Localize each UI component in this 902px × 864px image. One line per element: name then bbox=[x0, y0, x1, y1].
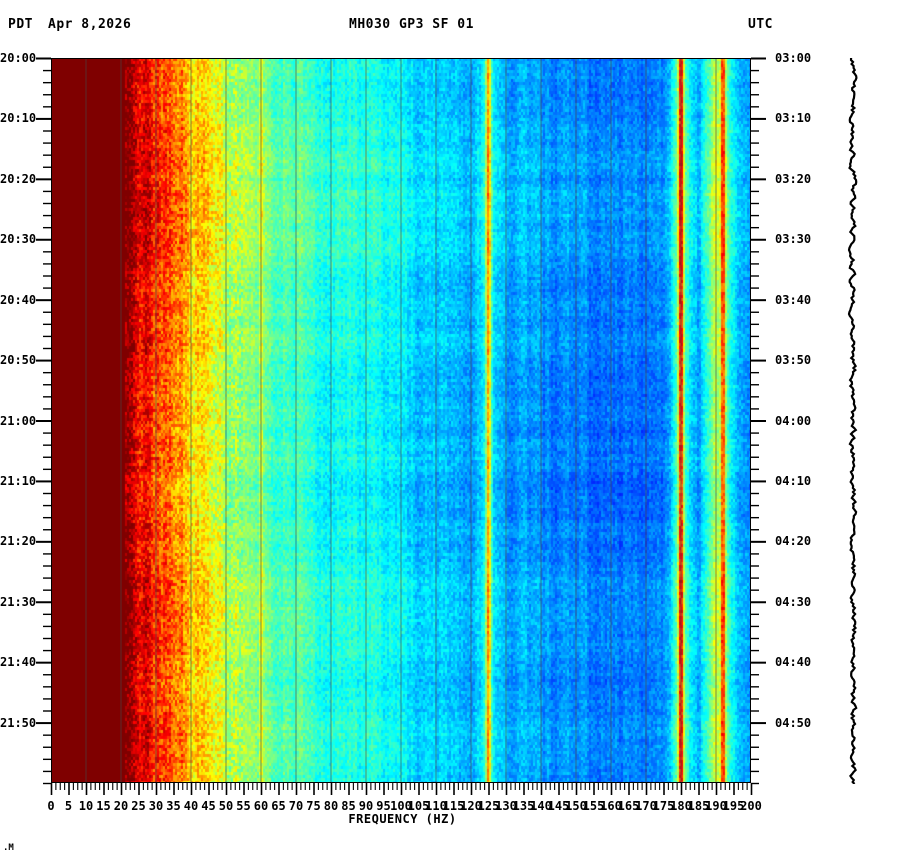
amplitude-trace bbox=[847, 58, 858, 784]
time-label-utc: 04:30 bbox=[775, 594, 812, 609]
time-label-utc: 03:50 bbox=[775, 353, 812, 368]
time-label-pdt: 21:50 bbox=[0, 715, 37, 730]
freq-label: 70 bbox=[288, 799, 304, 813]
freq-label: 55 bbox=[236, 799, 251, 813]
freq-label: 190 bbox=[705, 799, 727, 813]
time-label-pdt: 20:20 bbox=[0, 171, 37, 186]
time-label-utc: 04:20 bbox=[775, 534, 812, 549]
spectrogram-plot-area bbox=[51, 58, 751, 783]
freq-label: 10 bbox=[78, 799, 94, 813]
freq-label: 155 bbox=[582, 799, 605, 813]
time-label-utc: 04:40 bbox=[775, 655, 812, 670]
freq-label: 35 bbox=[166, 799, 181, 813]
freq-label: 200 bbox=[740, 799, 762, 813]
corner-artifact: .M bbox=[3, 843, 14, 853]
time-axis-right-ticks bbox=[751, 57, 766, 785]
time-label-utc: 03:30 bbox=[775, 232, 812, 247]
freq-label: 90 bbox=[358, 799, 374, 813]
freq-label: 5 bbox=[64, 799, 73, 813]
time-label-utc: 03:20 bbox=[775, 171, 812, 186]
time-label-pdt: 20:40 bbox=[0, 292, 37, 307]
header-timezone-right: UTC bbox=[748, 17, 773, 32]
freq-label: 150 bbox=[565, 799, 587, 813]
time-label-pdt: 20:00 bbox=[0, 51, 37, 65]
time-label-pdt: 21:10 bbox=[0, 473, 37, 488]
time-label-pdt: 21:20 bbox=[0, 534, 37, 549]
time-label-utc: 04:10 bbox=[775, 473, 812, 488]
freq-label: 80 bbox=[323, 799, 339, 813]
time-label-pdt: 21:30 bbox=[0, 594, 37, 609]
freq-label: 175 bbox=[652, 799, 675, 813]
time-label-utc: 04:50 bbox=[775, 715, 812, 730]
frequency-axis-ticks bbox=[50, 783, 753, 795]
freq-label: 100 bbox=[390, 799, 412, 813]
header-station-title: MH030 GP3 SF 01 bbox=[349, 17, 474, 32]
amplitude-trace-line bbox=[847, 58, 858, 784]
freq-label: 130 bbox=[495, 799, 517, 813]
freq-label: 50 bbox=[218, 799, 234, 813]
header-date: Apr 8,2026 bbox=[48, 17, 132, 32]
freq-label: 75 bbox=[306, 799, 321, 813]
freq-label: 25 bbox=[131, 799, 146, 813]
time-label-pdt: 20:10 bbox=[0, 111, 37, 126]
freq-label: 185 bbox=[687, 799, 710, 813]
time-axis-left-ticks bbox=[36, 57, 51, 785]
freq-label: 165 bbox=[617, 799, 640, 813]
freq-label: 65 bbox=[271, 799, 286, 813]
time-label-pdt: 20:50 bbox=[0, 353, 37, 368]
frequency-axis-title: FREQUENCY (HZ) bbox=[348, 812, 457, 826]
time-label-pdt: 21:40 bbox=[0, 655, 37, 670]
freq-label: 120 bbox=[460, 799, 482, 813]
time-label-utc: 03:40 bbox=[775, 292, 812, 307]
freq-label: 110 bbox=[425, 799, 447, 813]
freq-label: 180 bbox=[670, 799, 692, 813]
freq-label: 195 bbox=[722, 799, 745, 813]
freq-label: 85 bbox=[341, 799, 356, 813]
time-label-utc: 03:00 bbox=[775, 51, 812, 65]
freq-label: 145 bbox=[547, 799, 570, 813]
time-label-utc: 04:00 bbox=[775, 413, 812, 428]
spectrogram-image bbox=[51, 58, 751, 783]
freq-label: 105 bbox=[407, 799, 430, 813]
freq-label: 0 bbox=[47, 799, 55, 813]
freq-label: 170 bbox=[635, 799, 657, 813]
time-label-pdt: 21:00 bbox=[0, 413, 37, 428]
freq-label: 60 bbox=[253, 799, 269, 813]
time-label-utc: 03:10 bbox=[775, 111, 812, 126]
time-label-pdt: 20:30 bbox=[0, 232, 37, 247]
freq-label: 20 bbox=[113, 799, 129, 813]
freq-label: 140 bbox=[530, 799, 552, 813]
freq-label: 125 bbox=[477, 799, 500, 813]
freq-label: 30 bbox=[148, 799, 164, 813]
freq-label: 115 bbox=[442, 799, 465, 813]
freq-label: 135 bbox=[512, 799, 535, 813]
freq-label: 160 bbox=[600, 799, 622, 813]
freq-label: 15 bbox=[96, 799, 111, 813]
freq-label: 45 bbox=[201, 799, 216, 813]
header-timezone-left: PDT bbox=[8, 17, 33, 32]
freq-label: 40 bbox=[183, 799, 199, 813]
freq-label: 95 bbox=[376, 799, 391, 813]
